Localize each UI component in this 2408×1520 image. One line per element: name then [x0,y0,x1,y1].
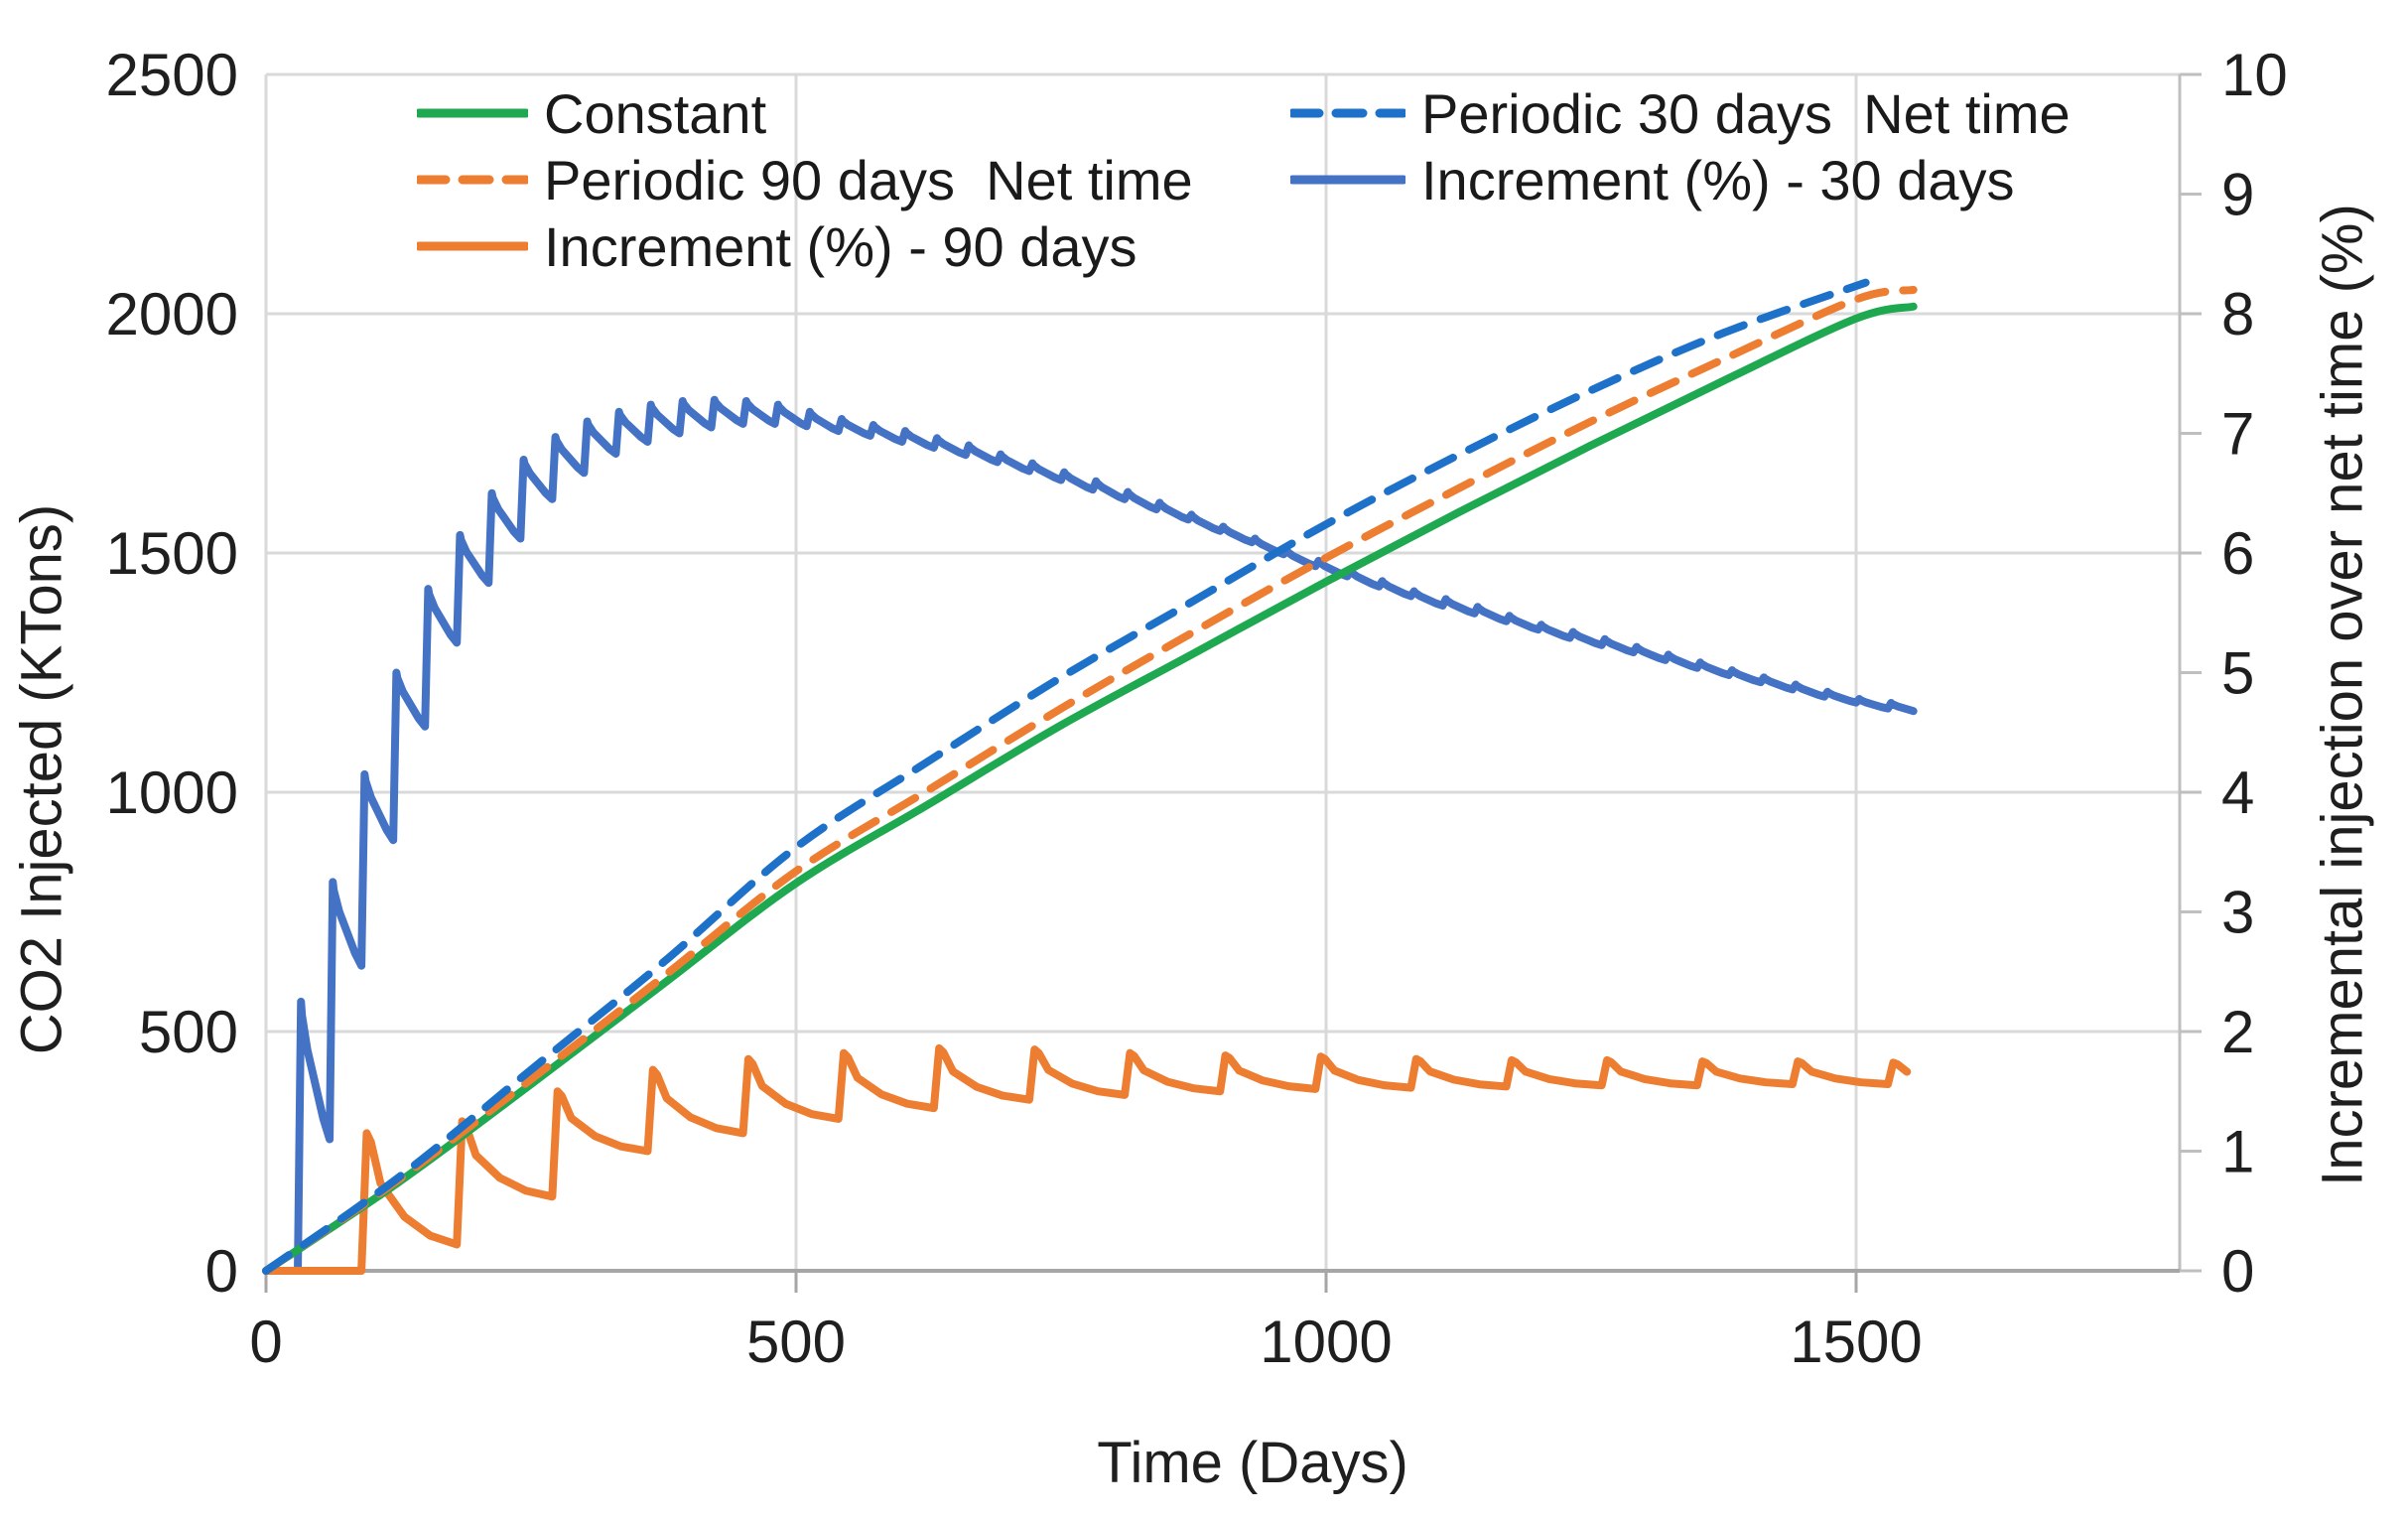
right-axis-tick-label: 6 [2221,520,2254,587]
x-axis-tick-label: 1000 [1260,1309,1392,1375]
right-axis-tick-label: 8 [2221,281,2254,347]
left-axis-tick-label: 2000 [106,281,238,347]
right-axis-tick-label: 4 [2221,760,2254,826]
legend-label: Periodic 30 days Net time [1421,81,2071,145]
y-axis-title-left: CO2 Injected (KTons) [9,503,74,1055]
series-line-periodic-90-days-net-time [262,285,1918,1275]
right-axis-tick-label: 1 [2221,1119,2254,1185]
series-line-increment-90-days [262,1043,1912,1275]
left-axis-tick-label: 500 [139,999,238,1065]
series-line-increment-30-days [262,395,1918,1275]
legend-label: Increment (%) - 30 days [1421,148,2015,211]
y-axis-title-right: Incremental injection over net time (%) [2310,204,2375,1186]
right-axis-tick-label: 3 [2221,880,2254,946]
right-axis-tick-label: 9 [2221,162,2254,228]
legend-swatch-solid-line-icon [417,108,528,118]
x-axis-tick-label: 0 [249,1309,282,1375]
left-axis-tick-label: 2500 [106,42,238,108]
left-axis-tick-label: 0 [205,1238,238,1305]
legend-swatch-dashed-line-icon [417,175,528,185]
legend-label: Periodic 90 days Net time [544,148,1193,211]
legend-swatch-solid-line-icon [417,241,528,251]
series-line-periodic-30-days-net-time [262,278,1870,1275]
right-axis-tick-label: 7 [2221,401,2254,468]
x-axis-title: Time (Days) [1097,1431,1408,1495]
legend-item-periodic-90: Periodic 90 days Net time [417,148,1193,211]
right-axis-tick-label: 2 [2221,999,2254,1065]
x-axis-tick-label: 500 [746,1309,846,1375]
legend-item-periodic-30: Periodic 30 days Net time [1290,81,2071,145]
left-axis-tick-label: 1000 [106,760,238,826]
right-axis-tick-label: 0 [2221,1238,2254,1305]
legend-item-constant: Constant [417,81,767,145]
right-axis-tick-label: 10 [2221,42,2288,108]
series-line-constant [262,302,1918,1275]
x-axis-tick-label: 1500 [1790,1309,1922,1375]
legend-label: Increment (%) - 90 days [544,214,1137,278]
left-axis-tick-label: 1500 [106,520,238,587]
legend-swatch-solid-line-icon [1290,175,1405,185]
legend-item-increment-90: Increment (%) - 90 days [417,214,1137,278]
legend-item-increment-30: Increment (%) - 30 days [1290,148,2015,211]
legend-label: Constant [544,81,767,145]
legend-swatch-dashed-line-icon [1290,108,1405,118]
right-axis-tick-label: 5 [2221,640,2254,707]
